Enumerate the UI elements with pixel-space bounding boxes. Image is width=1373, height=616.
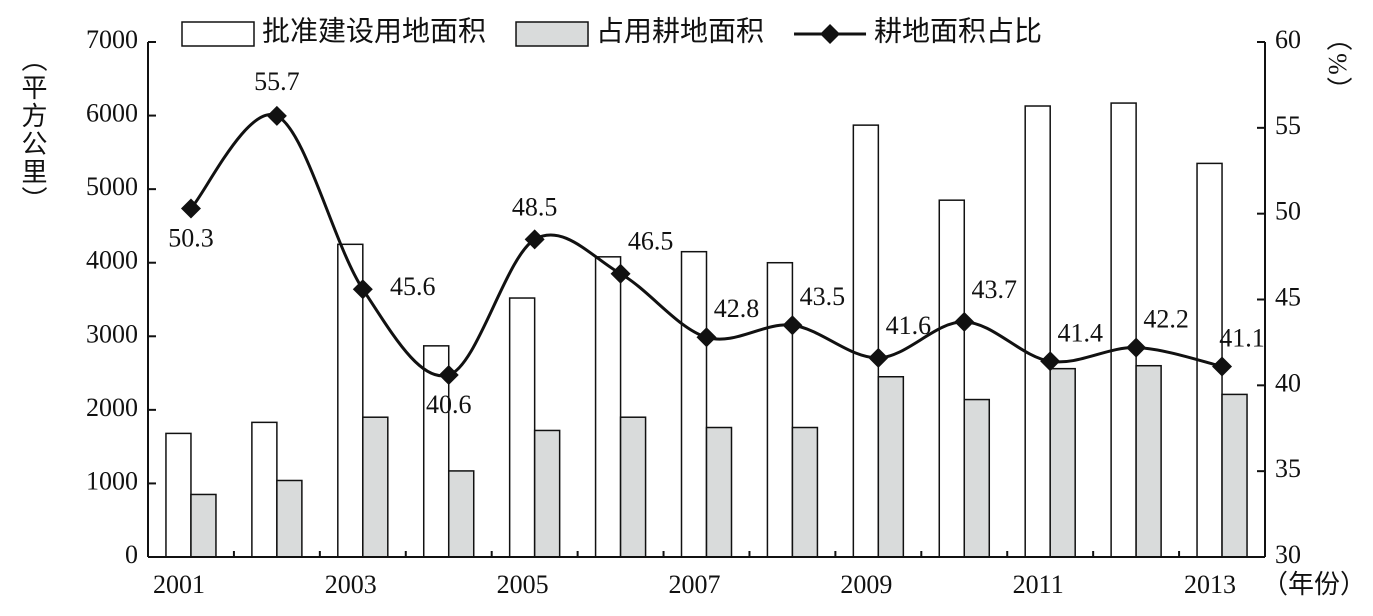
marker <box>1126 337 1147 358</box>
y-tick-label: 2000 <box>86 393 138 422</box>
data-label: 40.6 <box>426 390 472 419</box>
data-label: 41.4 <box>1057 318 1103 347</box>
y-tick-label: 6000 <box>86 99 138 128</box>
marker <box>1212 356 1233 377</box>
y-tick-label: 0 <box>125 540 138 569</box>
x-tick-label: 2013 <box>1184 570 1236 599</box>
bar <box>1221 393 1248 558</box>
x-tick-label: 2003 <box>325 570 377 599</box>
data-label: 45.6 <box>390 272 436 301</box>
data-label: 46.5 <box>628 227 674 256</box>
bar <box>190 493 217 558</box>
y2-axis-label: （%） <box>1323 25 1352 105</box>
marker <box>782 315 803 336</box>
marker <box>266 105 287 126</box>
bar <box>938 199 966 558</box>
bar <box>1049 367 1076 558</box>
bar <box>251 421 278 558</box>
data-label: 50.3 <box>168 223 214 252</box>
y2-tick-label: 55 <box>1275 111 1301 140</box>
bar <box>705 426 733 558</box>
x-tick-label: 2007 <box>669 570 721 599</box>
data-label: 43.5 <box>800 282 846 311</box>
data-label: 41.6 <box>886 311 932 340</box>
data-label: 43.7 <box>972 275 1018 304</box>
x-tick-label: 2011 <box>1013 570 1064 599</box>
marker <box>696 327 717 348</box>
marker <box>352 279 373 300</box>
marker <box>438 365 459 386</box>
bar <box>1110 102 1137 558</box>
bar <box>594 256 622 558</box>
bar <box>619 416 647 558</box>
legend-swatch <box>820 24 841 44</box>
data-label: 55.7 <box>254 67 300 96</box>
bar <box>791 426 819 558</box>
data-label: 48.5 <box>512 192 558 221</box>
marker <box>610 263 631 284</box>
bar <box>877 376 905 558</box>
bar <box>276 479 303 558</box>
y2-tick-label: 45 <box>1275 282 1301 311</box>
y-tick-label: 5000 <box>86 172 138 201</box>
y2-tick-label: 30 <box>1275 540 1301 569</box>
x-tick-label: 2001 <box>153 570 205 599</box>
y2-tick-label: 60 <box>1275 25 1301 54</box>
y-tick-label: 3000 <box>86 319 138 348</box>
x-tick-label: 2009 <box>840 570 892 599</box>
bar <box>508 297 536 558</box>
marker <box>1040 351 1061 372</box>
bar <box>422 345 450 558</box>
bar <box>533 429 561 558</box>
bar <box>165 432 192 558</box>
bar <box>337 243 364 558</box>
data-label: 42.8 <box>714 294 760 323</box>
y2-tick-label: 40 <box>1275 368 1301 397</box>
bar <box>362 416 389 558</box>
bar <box>852 124 880 558</box>
bar <box>766 261 794 558</box>
y2-tick-label: 50 <box>1275 197 1301 226</box>
y-axis-label: （平方公里） <box>18 46 47 214</box>
line <box>189 113 1223 378</box>
y2-tick-label: 35 <box>1275 454 1301 483</box>
marker <box>180 198 201 219</box>
x-tick-label: 2005 <box>497 570 549 599</box>
legend-label: 耕地面积占比 <box>874 15 1042 47</box>
data-label: 41.1 <box>1219 323 1265 352</box>
x-axis-label: （年份） <box>1262 570 1366 599</box>
bar <box>963 398 991 558</box>
legend-label: 批准建设用地面积 <box>262 15 486 47</box>
marker <box>868 347 889 368</box>
y-tick-label: 4000 <box>86 246 138 275</box>
legend-swatch <box>181 21 255 47</box>
marker <box>524 229 545 250</box>
y-tick-label: 1000 <box>86 466 138 495</box>
marker <box>954 311 975 332</box>
y-tick-label: 7000 <box>86 25 138 54</box>
bar <box>1024 105 1051 558</box>
bar <box>1135 364 1162 558</box>
bar <box>447 470 475 558</box>
bar <box>680 250 708 558</box>
legend-swatch <box>515 21 589 47</box>
data-label: 42.2 <box>1143 305 1189 334</box>
legend-label: 占用耕地面积 <box>596 15 764 47</box>
